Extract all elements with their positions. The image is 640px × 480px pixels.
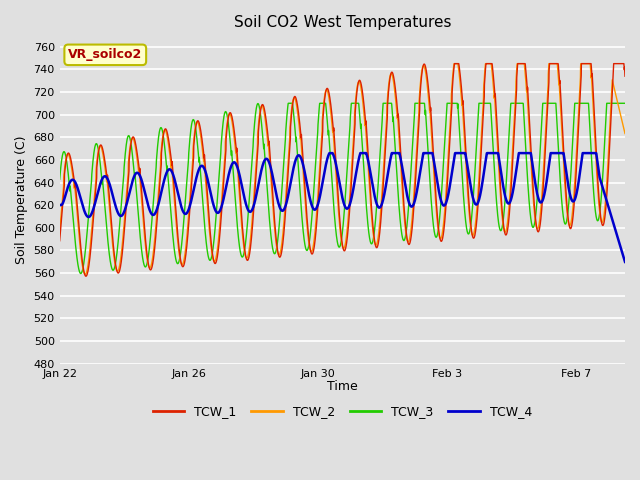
TCW_1	[323, 86, 330, 92]
Title: Soil CO2 West Temperatures: Soil CO2 West Temperatures	[234, 15, 451, 30]
TCW_1	[260, 106, 268, 111]
TCW_3	[621, 100, 629, 106]
TCW_3	[392, 149, 399, 155]
TCW_1	[578, 61, 586, 67]
TCW_4	[260, 158, 268, 164]
TCW_2	[621, 131, 629, 136]
TCW_4	[174, 189, 182, 195]
TCW_4	[577, 159, 585, 165]
TCW_2	[174, 239, 182, 245]
TCW_3	[56, 176, 63, 182]
TCW_3	[260, 145, 268, 151]
TCW_3	[284, 100, 292, 106]
TCW_3	[323, 112, 331, 118]
TCW_4	[56, 202, 63, 207]
TCW_2	[578, 61, 586, 67]
TCW_4	[323, 159, 330, 165]
TCW_3	[174, 261, 182, 266]
TCW_1	[415, 118, 423, 123]
X-axis label: Time: Time	[327, 380, 358, 393]
TCW_1	[56, 238, 63, 244]
Line: TCW_2: TCW_2	[60, 64, 625, 275]
TCW_3	[77, 271, 84, 276]
Line: TCW_4: TCW_4	[60, 153, 625, 262]
TCW_1	[451, 61, 458, 67]
TCW_3	[415, 100, 423, 106]
TCW_2	[323, 87, 330, 93]
TCW_4	[326, 150, 333, 156]
TCW_4	[621, 259, 629, 265]
TCW_4	[392, 150, 399, 156]
TCW_2	[450, 61, 458, 67]
TCW_1	[174, 232, 182, 238]
Y-axis label: Soil Temperature (C): Soil Temperature (C)	[15, 135, 28, 264]
Legend: TCW_1, TCW_2, TCW_3, TCW_4: TCW_1, TCW_2, TCW_3, TCW_4	[148, 400, 537, 423]
TCW_2	[260, 110, 268, 116]
TCW_3	[578, 100, 586, 106]
TCW_4	[415, 176, 423, 182]
Line: TCW_3: TCW_3	[60, 103, 625, 274]
TCW_1	[392, 85, 399, 91]
TCW_1	[82, 273, 90, 279]
Line: TCW_1: TCW_1	[60, 64, 625, 276]
TCW_2	[415, 99, 423, 105]
TCW_2	[56, 228, 63, 234]
TCW_2	[392, 93, 399, 99]
TCW_2	[81, 272, 89, 277]
Text: VR_soilco2: VR_soilco2	[68, 48, 142, 61]
TCW_1	[621, 73, 629, 79]
